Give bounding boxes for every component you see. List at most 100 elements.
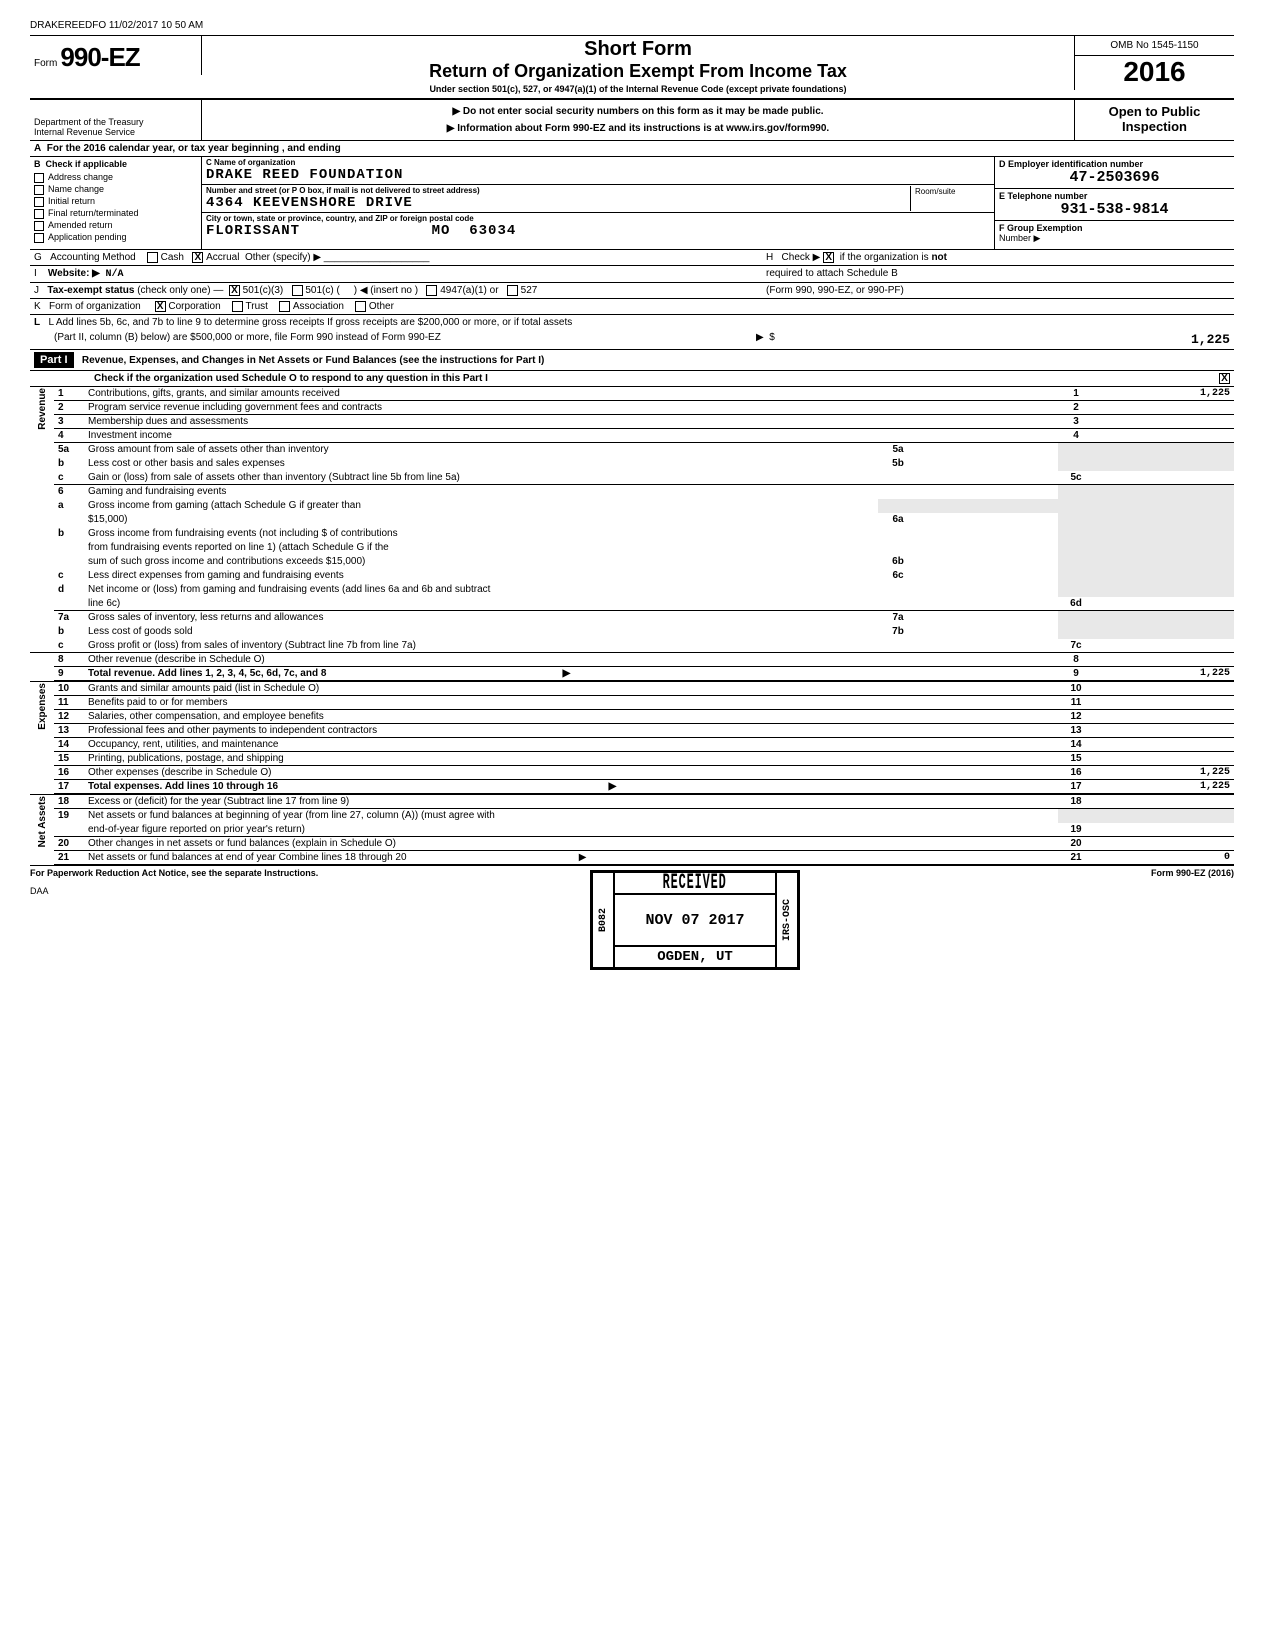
line-6b-num: b — [54, 527, 84, 541]
line-14-desc: Occupancy, rent, utilities, and maintena… — [84, 738, 1058, 752]
schedule-b-note: required to attach Schedule B — [762, 266, 1234, 282]
line-6a-desc2: $15,000) — [84, 513, 878, 527]
line-6c-inval — [918, 569, 1058, 583]
line-14-value — [1094, 738, 1234, 752]
line-a: A For the 2016 calendar year, or tax yea… — [30, 141, 1234, 157]
omb-number: OMB No 1545-1150 — [1075, 36, 1234, 56]
line-5c-num: c — [54, 471, 84, 485]
chk-address-change[interactable]: Address change — [30, 171, 201, 183]
line-7b-desc: Less cost of goods sold — [84, 625, 878, 639]
line-7c-value — [1094, 639, 1234, 653]
line-5c-outnum: 5c — [1058, 471, 1094, 485]
line-6b-desc3: sum of such gross income and contributio… — [84, 555, 878, 569]
chk-final-return[interactable]: Final return/terminated — [30, 207, 201, 219]
line-11-outnum: 11 — [1058, 696, 1094, 710]
line-19-desc: Net assets or fund balances at beginning… — [84, 809, 1058, 823]
line-3-value — [1094, 415, 1234, 429]
line-8-num: 8 — [54, 653, 84, 667]
info-notice: ▶ Information about Form 990-EZ and its … — [202, 123, 1074, 134]
form-lines-table: Revenue 1 Contributions, gifts, grants, … — [30, 387, 1234, 866]
line-7b-innum: 7b — [878, 625, 918, 639]
line-6b-innum: 6b — [878, 555, 918, 569]
org-name: DRAKE REED FOUNDATION — [206, 167, 403, 183]
line-6d-outnum: 6d — [1058, 597, 1094, 611]
line-19-num: 19 — [54, 809, 84, 823]
line-5c-desc: Gain or (loss) from sale of assets other… — [84, 471, 1058, 485]
form-prefix: Form — [34, 58, 57, 69]
line-17-value: 1,225 — [1094, 780, 1234, 795]
line-6-num: 6 — [54, 485, 84, 499]
website: I Website: ▶ N/A — [34, 268, 123, 279]
chk-amended-return[interactable]: Amended return — [30, 219, 201, 231]
line-6c-num: c — [54, 569, 84, 583]
check-if-applicable: Check if applicable — [46, 159, 128, 169]
form-990-note: (Form 990, 990-EZ, or 990-PF) — [762, 283, 1234, 298]
chk-application-pending[interactable]: Application pending — [30, 231, 201, 243]
org-name-label: C Name of organization — [206, 158, 990, 167]
line-10-num: 10 — [54, 681, 84, 696]
line-6-desc: Gaming and fundraising events — [84, 485, 1058, 499]
group-exemption-number: Number ▶ — [999, 233, 1230, 244]
line-18-outnum: 18 — [1058, 794, 1094, 809]
ein-value: 47-2503696 — [999, 169, 1230, 186]
netassets-side-label: Net Assets — [37, 796, 48, 847]
form-id: 990-EZ — [60, 42, 139, 72]
line-15-num: 15 — [54, 752, 84, 766]
line-21-outnum: 21 — [1058, 851, 1094, 866]
open-to-public: Open to Public Inspection — [1074, 100, 1234, 140]
line-6d-value — [1094, 597, 1234, 611]
chk-name-change[interactable]: Name change — [30, 183, 201, 195]
stamp-side2: IRS-OSC — [782, 899, 793, 941]
dept-box: Department of the Treasury Internal Reve… — [30, 100, 202, 140]
line-11-num: 11 — [54, 696, 84, 710]
line-9-desc: Total revenue. Add lines 1, 2, 3, 4, 5c,… — [88, 668, 326, 679]
form-of-org: K Form of organization X Corporation Tru… — [34, 301, 394, 312]
line-19-desc2: end-of-year figure reported on prior yea… — [84, 823, 1058, 837]
line-6a-desc: Gross income from gaming (attach Schedul… — [84, 499, 878, 513]
stamp-received: RECEIVED — [663, 870, 727, 896]
line-8-outnum: 8 — [1058, 653, 1094, 667]
stamp-side1: B082 — [598, 908, 609, 932]
line-16-outnum: 16 — [1058, 766, 1094, 780]
line-9-value: 1,225 — [1094, 667, 1234, 682]
line-1-outnum: 1 — [1058, 387, 1094, 401]
line-7a-desc: Gross sales of inventory, less returns a… — [84, 611, 878, 625]
line-2-outnum: 2 — [1058, 401, 1094, 415]
line-7c-outnum: 7c — [1058, 639, 1094, 653]
tax-year: 2016 — [1075, 56, 1234, 90]
line-5b-innum: 5b — [878, 457, 918, 471]
line-7a-innum: 7a — [878, 611, 918, 625]
line-10-value — [1094, 681, 1234, 696]
row-j: J Tax-exempt status (check only one) — X… — [30, 283, 1234, 299]
line-14-num: 14 — [54, 738, 84, 752]
line-5c-value — [1094, 471, 1234, 485]
line-4-desc: Investment income — [84, 429, 1058, 443]
line-6a-inval — [918, 513, 1058, 527]
header-row-2: Department of the Treasury Internal Reve… — [30, 100, 1234, 141]
chk-initial-return[interactable]: Initial return — [30, 195, 201, 207]
line-13-num: 13 — [54, 724, 84, 738]
street-value: 4364 KEEVENSHORE DRIVE — [206, 195, 413, 211]
line-16-num: 16 — [54, 766, 84, 780]
public-notice: ▶ Do not enter social security numbers o… — [202, 106, 1074, 117]
line-6a-innum: 6a — [878, 513, 918, 527]
line-a-text: For the 2016 calendar year, or tax year … — [47, 143, 341, 154]
line-14-outnum: 14 — [1058, 738, 1094, 752]
room-suite: Room/suite — [910, 186, 990, 211]
line-2-desc: Program service revenue including govern… — [84, 401, 1058, 415]
line-16-desc: Other expenses (describe in Schedule O) — [84, 766, 1058, 780]
line-17-outnum: 17 — [1058, 780, 1094, 795]
line-15-outnum: 15 — [1058, 752, 1094, 766]
line-10-outnum: 10 — [1058, 681, 1094, 696]
line-1-value: 1,225 — [1094, 387, 1234, 401]
line-4-value — [1094, 429, 1234, 443]
part1-header: Part I Revenue, Expenses, and Changes in… — [30, 350, 1234, 371]
tax-exempt-status: J Tax-exempt status (check only one) — X… — [34, 285, 537, 296]
line-6a-num: a — [54, 499, 84, 513]
part1-check-x[interactable]: X — [1219, 373, 1230, 384]
line-20-desc: Other changes in net assets or fund bala… — [84, 837, 1058, 851]
line-1-num: 1 — [54, 387, 84, 401]
line-6b-inval — [918, 555, 1058, 569]
accounting-method: G Accounting Method Cash X Accrual Other… — [34, 252, 429, 263]
city-value: FLORISSANT MO 63034 — [206, 223, 516, 239]
